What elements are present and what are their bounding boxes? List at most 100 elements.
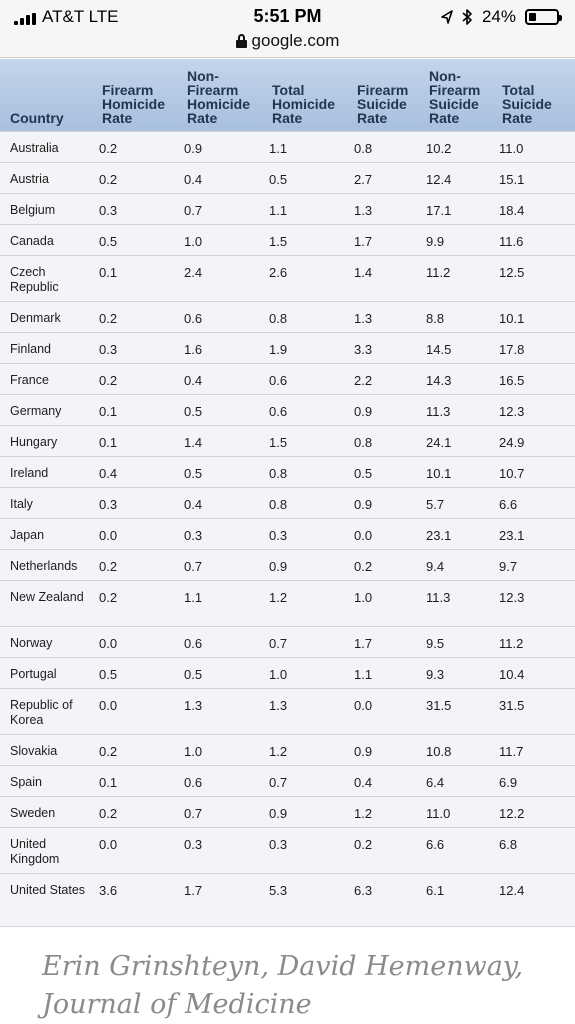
table-row: Australia 0.2 0.9 1.1 0.8 10.2 11.0 [0, 131, 575, 162]
rate-cell: 11.0 [499, 140, 524, 156]
rate-cell: 0.8 [269, 465, 288, 481]
source-caption: Erin Grinshteyn, David Hemenway, Journal… [42, 948, 523, 1024]
rate-cell: 10.1 [426, 465, 452, 481]
rate-cell: 0.6 [269, 372, 288, 388]
rate-cell: 24.9 [499, 434, 525, 450]
rate-cell: 0.1 [99, 434, 118, 450]
caption-line-1: Erin Grinshteyn, David Hemenway, [42, 951, 524, 982]
rate-cell: 0.4 [184, 171, 203, 187]
rate-cell: 24.1 [426, 434, 452, 450]
rate-cell: 0.9 [184, 140, 203, 156]
table-row: United Kingdom 0.0 0.3 0.3 0.2 6.6 6.8 [0, 827, 575, 873]
rate-cell: 1.3 [354, 310, 373, 326]
battery-percent: 24% [481, 7, 516, 26]
rate-cell: 1.1 [269, 140, 288, 156]
rate-cell: 2.2 [354, 372, 373, 388]
rate-cell: 14.3 [426, 372, 452, 388]
table-row: Ireland 0.4 0.5 0.8 0.5 10.1 10.7 [0, 456, 575, 487]
lock-icon [235, 34, 247, 48]
rate-cell: 1.1 [184, 589, 203, 605]
rate-cell: 0.5 [269, 171, 288, 187]
rate-cell: 23.1 [426, 527, 452, 543]
rate-cell: 0.4 [99, 465, 118, 481]
table-row: Czech Republic 0.1 2.4 2.6 1.4 11.2 12.5 [0, 255, 575, 301]
table-row: Hungary 0.1 1.4 1.5 0.8 24.1 24.9 [0, 425, 575, 456]
rate-cell: 0.2 [99, 372, 118, 388]
rate-cell: 0.9 [354, 743, 373, 759]
rate-cell: 0.7 [269, 635, 288, 651]
rate-cell: 10.7 [499, 465, 525, 481]
url-bar[interactable]: google.com [0, 30, 575, 58]
rate-cell: 6.6 [426, 836, 445, 852]
country-cell: Austria [10, 171, 49, 186]
table-row: United States 3.6 1.7 5.3 6.3 6.1 12.4 [0, 873, 575, 919]
table-row: Finland 0.3 1.6 1.9 3.3 14.5 17.8 [0, 332, 575, 363]
rate-cell: 6.8 [499, 836, 518, 852]
rate-cell: 15.1 [499, 171, 525, 187]
status-bar: AT&T LTE 5:51 PM 24% [0, 0, 575, 34]
country-cell: Norway [10, 635, 53, 650]
location-arrow-icon [441, 10, 453, 24]
rate-cell: 0.7 [184, 805, 203, 821]
rate-cell: 1.2 [269, 589, 288, 605]
country-cell: Belgium [10, 202, 56, 217]
country-cell: Netherlands [10, 558, 78, 573]
rate-cell: 1.0 [184, 743, 203, 759]
rate-cell: 6.3 [354, 882, 373, 898]
rate-cell: 2.7 [354, 171, 373, 187]
rate-cell: 18.4 [499, 202, 525, 218]
rate-cell: 1.0 [354, 589, 373, 605]
rate-cell: 0.9 [269, 558, 288, 574]
country-cell: Portugal [10, 666, 57, 681]
table-row: Portugal 0.5 0.5 1.0 1.1 9.3 10.4 [0, 657, 575, 688]
rate-cell: 1.3 [354, 202, 373, 218]
rate-cell: 0.9 [354, 496, 373, 512]
table-row: Austria 0.2 0.4 0.5 2.7 12.4 15.1 [0, 162, 575, 193]
country-cell: United States [10, 882, 86, 897]
rate-cell: 0.7 [184, 558, 203, 574]
table-header-row: Country Firearm Homicide Rate Non-Firear… [0, 59, 575, 131]
header-total-suicide: Total Suicide Rate [502, 81, 552, 126]
rate-cell: 0.0 [99, 635, 118, 651]
table-row: Slovakia 0.2 1.0 1.2 0.9 10.8 11.7 [0, 734, 575, 765]
rate-cell: 9.3 [426, 666, 445, 682]
url-text: google.com [251, 31, 340, 50]
rate-cell: 0.3 [99, 202, 118, 218]
rate-cell: 1.3 [184, 697, 203, 713]
rate-cell: 1.0 [269, 666, 288, 682]
table-row: Sweden 0.2 0.7 0.9 1.2 11.0 12.2 [0, 796, 575, 827]
header-firearm-homicide: Firearm Homicide Rate [102, 81, 166, 126]
header-nonfirearm-homicide: Non-Firearm Homicide Rate [187, 67, 251, 126]
rate-cell: 0.8 [269, 310, 288, 326]
rate-cell: 9.5 [426, 635, 445, 651]
rate-cell: 12.2 [499, 805, 525, 821]
rate-cell: 0.2 [99, 310, 118, 326]
country-cell: Spain [10, 774, 42, 789]
country-cell: Canada [10, 233, 54, 248]
rate-cell: 9.9 [426, 233, 445, 249]
table-row: Canada 0.5 1.0 1.5 1.7 9.9 11.6 [0, 224, 575, 255]
rate-cell: 0.5 [184, 666, 203, 682]
table-row: Belgium 0.3 0.7 1.1 1.3 17.1 18.4 [0, 193, 575, 224]
rate-cell: 0.2 [99, 140, 118, 156]
rate-cell: 0.6 [184, 635, 203, 651]
rate-cell: 10.1 [499, 310, 525, 326]
country-cell: Sweden [10, 805, 56, 820]
rate-cell: 0.2 [354, 836, 373, 852]
rate-cell: 23.1 [499, 527, 525, 543]
rate-cell: 31.5 [426, 697, 452, 713]
rate-cell: 6.1 [426, 882, 445, 898]
header-country: Country [10, 109, 64, 126]
rate-cell: 0.5 [184, 403, 203, 419]
rate-cell: 10.2 [426, 140, 452, 156]
rate-cell: 5.3 [269, 882, 288, 898]
table-row: Norway 0.0 0.6 0.7 1.7 9.5 11.2 [0, 626, 575, 657]
rate-cell: 0.0 [99, 527, 118, 543]
rate-cell: 0.6 [184, 774, 203, 790]
battery-icon [525, 9, 562, 25]
country-cell: United Kingdom [10, 836, 60, 866]
rate-cell: 3.3 [354, 341, 373, 357]
rate-cell: 16.5 [499, 372, 525, 388]
table-row: Germany 0.1 0.5 0.6 0.9 11.3 12.3 [0, 394, 575, 425]
rate-cell: 31.5 [499, 697, 525, 713]
